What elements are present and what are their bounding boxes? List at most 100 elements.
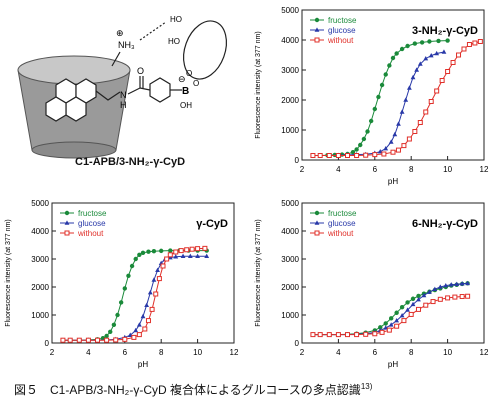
data-point-without bbox=[450, 60, 456, 65]
data-point-glucose bbox=[187, 253, 193, 258]
legend-marker-fructose bbox=[314, 210, 320, 216]
cyclodextrin-top-rim bbox=[17, 55, 131, 85]
data-point-fructose bbox=[133, 256, 138, 262]
series-line-glucose bbox=[62, 255, 207, 341]
data-point-glucose bbox=[396, 121, 401, 126]
data-point-without bbox=[149, 306, 155, 312]
data-point-glucose bbox=[421, 292, 427, 298]
data-point-glucose bbox=[432, 286, 438, 292]
series-without bbox=[60, 245, 208, 343]
data-point-without bbox=[461, 46, 467, 52]
y-tick-label: 4000 bbox=[281, 227, 299, 236]
data-point-fructose bbox=[151, 248, 157, 254]
data-point-without bbox=[310, 332, 316, 338]
legend-marker-fructose bbox=[64, 210, 70, 216]
y-axis-label: Fluorescence intensity (at 377 nm) bbox=[255, 31, 262, 138]
data-point-glucose bbox=[147, 290, 153, 295]
data-point-glucose bbox=[406, 85, 412, 90]
legend-label-fructose: fructose bbox=[78, 209, 107, 218]
data-point-fructose bbox=[111, 322, 117, 327]
data-point-without bbox=[439, 78, 445, 83]
series-glucose bbox=[60, 253, 210, 342]
x-axis-label: pH bbox=[388, 360, 398, 369]
x-tick-label: 6 bbox=[373, 165, 378, 174]
x-tick-label: 12 bbox=[480, 165, 489, 174]
carbonyl-bond bbox=[127, 76, 144, 95]
data-point-without bbox=[415, 306, 421, 312]
y-tick-label: 0 bbox=[295, 339, 300, 348]
y-tick-label: 1000 bbox=[31, 311, 49, 320]
y-tick-label: 4000 bbox=[281, 36, 299, 45]
data-point-fructose bbox=[394, 310, 399, 315]
data-point-without bbox=[60, 337, 66, 343]
x-axis-label: pH bbox=[388, 177, 398, 186]
data-point-fructose bbox=[394, 51, 399, 56]
ammonium-stem bbox=[111, 51, 121, 67]
y-tick-label: 5000 bbox=[281, 6, 299, 15]
legend-marker-without bbox=[314, 37, 320, 43]
x-axis-label: pH bbox=[138, 360, 148, 369]
data-point-without bbox=[122, 336, 128, 342]
data-point-without bbox=[184, 247, 190, 253]
data-point-without bbox=[354, 153, 360, 158]
legend-label-without: without bbox=[327, 36, 354, 45]
legend-marker-glucose bbox=[314, 220, 320, 225]
data-point-glucose bbox=[155, 267, 160, 272]
data-point-without bbox=[381, 151, 387, 157]
data-point-without bbox=[372, 152, 378, 158]
data-point-glucose bbox=[448, 282, 454, 287]
data-point-without bbox=[465, 293, 471, 299]
legend-marker-fructose bbox=[314, 17, 320, 23]
data-point-fructose bbox=[140, 250, 146, 256]
x-tick-label: 12 bbox=[480, 348, 489, 357]
legend-marker-without bbox=[64, 230, 70, 236]
series-without bbox=[310, 39, 483, 158]
data-point-fructose bbox=[399, 46, 405, 52]
plot-frame bbox=[301, 202, 485, 344]
data-point-fructose bbox=[378, 325, 383, 330]
data-point-fructose bbox=[416, 293, 421, 299]
data-point-fructose bbox=[361, 136, 367, 142]
data-point-without bbox=[189, 246, 195, 252]
data-point-fructose bbox=[372, 106, 377, 112]
legend-marker-glucose bbox=[64, 220, 70, 225]
data-point-without bbox=[67, 337, 73, 343]
data-point-fructose bbox=[358, 142, 363, 148]
hydrogen-bond bbox=[139, 21, 167, 41]
data-point-fructose bbox=[354, 147, 359, 152]
data-point-without bbox=[466, 42, 472, 47]
data-point-without bbox=[136, 332, 142, 338]
series-line-glucose bbox=[312, 282, 468, 336]
data-point-fructose bbox=[399, 304, 405, 310]
data-point-without bbox=[390, 149, 396, 155]
y-tick-label: 0 bbox=[45, 339, 50, 348]
x-tick-label: 10 bbox=[443, 348, 452, 357]
x-tick-label: 2 bbox=[300, 348, 305, 357]
data-point-glucose bbox=[399, 312, 405, 318]
x-tick-label: 6 bbox=[123, 348, 128, 357]
y-tick-label: 2000 bbox=[281, 96, 299, 105]
series-glucose bbox=[310, 49, 447, 158]
series-line-glucose bbox=[312, 51, 445, 156]
data-point-fructose bbox=[129, 263, 135, 269]
legend-marker-without bbox=[314, 230, 320, 236]
legend-label-glucose: glucose bbox=[328, 219, 356, 228]
chart-svg: 2 4 6 8 10 12 0 1000 2000 3000 4000 5000 pH Fluoresce… bbox=[5, 199, 239, 369]
data-point-without bbox=[160, 263, 166, 269]
plot-frame bbox=[301, 9, 485, 161]
data-point-fructose bbox=[350, 150, 356, 155]
glucose-ring bbox=[182, 20, 228, 80]
x-tick-label: 8 bbox=[409, 348, 414, 357]
data-point-glucose bbox=[465, 280, 471, 286]
boron-charge-icon: ⊖ bbox=[178, 74, 186, 84]
plot-6nh2-gamma-cyd: 2 4 6 8 10 12 0 1000 2000 3000 4000 5000 pH Fluoresce… bbox=[250, 193, 498, 373]
x-tick-label: 6 bbox=[373, 348, 378, 357]
molecule-illustration: N H O B ⊖ OH O O HO HO ⊕ NH₃ C1-APB/3-NH… bbox=[0, 0, 250, 190]
chart-svg: 2 4 6 8 10 12 0 1000 2000 3000 4000 5000 pH Fluoresce… bbox=[255, 6, 489, 186]
hydroxyl-label: OH bbox=[180, 101, 192, 110]
series-line-without bbox=[312, 41, 481, 156]
series-fructose bbox=[60, 248, 209, 343]
x-tick-label: 4 bbox=[336, 348, 341, 357]
ester-o2-label: O bbox=[193, 79, 199, 88]
cyclodextrin-bottom-rim bbox=[31, 141, 117, 159]
